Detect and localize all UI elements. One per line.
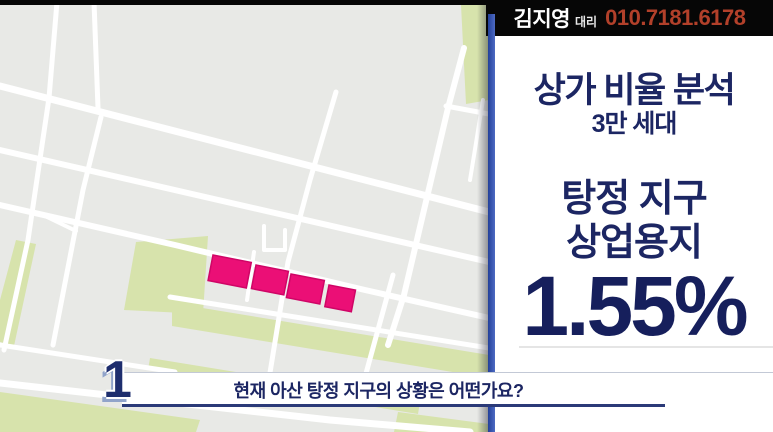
question-number: 1 xyxy=(103,351,132,409)
agent-header-bar: 김지영 대리 010.7181.6178 xyxy=(486,0,773,36)
agent-phone-number: 010.7181.6178 xyxy=(605,5,746,30)
question-banner: 현재 아산 탕정 지구의 상황은 어떤가요? xyxy=(122,372,773,406)
map-image xyxy=(0,0,489,432)
highlighted-parcel xyxy=(207,254,253,289)
info-panel: 김지영 대리 010.7181.6178 상가 비율 분석 3만 세대 탕정 지… xyxy=(486,0,773,432)
question-text: 현재 아산 탕정 지구의 상황은 어떤가요? xyxy=(233,380,524,401)
district-map xyxy=(0,0,489,432)
highlighted-parcel xyxy=(285,273,326,305)
panel-subtitle: 3만 세대 xyxy=(591,110,678,138)
panel-divider xyxy=(488,10,495,432)
roads xyxy=(0,0,489,432)
header-corner-patch xyxy=(486,0,495,14)
agent-name: 김지영 xyxy=(513,8,571,31)
road-loop xyxy=(262,224,287,252)
land-use-label: 상업용지 xyxy=(566,222,703,264)
map-edge-shadow xyxy=(477,0,489,432)
agent-title: 대리 xyxy=(575,15,598,29)
panel-title: 상가 비율 분석 xyxy=(533,71,736,110)
commercial-ratio-value: 1.55% xyxy=(522,259,748,353)
question-underline xyxy=(122,404,665,407)
commercial-parcel-highlights xyxy=(207,254,357,313)
panel-faint-divider xyxy=(519,346,773,348)
top-letterbox-strip xyxy=(0,0,489,5)
highlighted-parcel xyxy=(250,264,290,296)
map-background xyxy=(0,0,489,432)
district-name: 탕정 지구 xyxy=(561,178,707,220)
highlighted-parcel xyxy=(323,284,357,313)
